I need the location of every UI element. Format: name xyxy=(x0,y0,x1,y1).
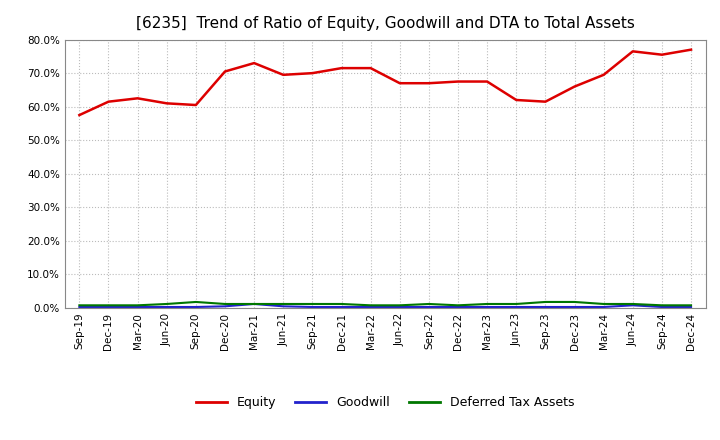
Goodwill xyxy=(133,304,142,310)
Goodwill xyxy=(163,304,171,310)
Line: Goodwill: Goodwill xyxy=(79,304,691,307)
Equity xyxy=(250,60,258,66)
Equity xyxy=(192,103,200,108)
Deferred Tax Assets xyxy=(366,303,375,308)
Equity xyxy=(629,49,637,54)
Goodwill xyxy=(279,304,287,309)
Equity xyxy=(279,72,287,77)
Deferred Tax Assets xyxy=(75,303,84,308)
Deferred Tax Assets xyxy=(279,301,287,307)
Equity xyxy=(75,113,84,118)
Deferred Tax Assets xyxy=(483,301,492,307)
Title: [6235]  Trend of Ratio of Equity, Goodwill and DTA to Total Assets: [6235] Trend of Ratio of Equity, Goodwil… xyxy=(136,16,634,32)
Goodwill xyxy=(687,304,696,310)
Goodwill xyxy=(512,304,521,310)
Goodwill xyxy=(454,304,462,310)
Line: Equity: Equity xyxy=(79,50,691,115)
Goodwill xyxy=(104,304,113,310)
Goodwill xyxy=(250,301,258,307)
Deferred Tax Assets xyxy=(425,301,433,307)
Equity xyxy=(512,97,521,103)
Deferred Tax Assets xyxy=(570,299,579,304)
Goodwill xyxy=(220,304,229,309)
Equity xyxy=(541,99,550,104)
Deferred Tax Assets xyxy=(250,301,258,307)
Equity xyxy=(337,66,346,71)
Deferred Tax Assets xyxy=(599,301,608,307)
Goodwill xyxy=(483,304,492,310)
Equity xyxy=(308,70,317,76)
Goodwill xyxy=(599,304,608,310)
Goodwill xyxy=(337,304,346,310)
Goodwill xyxy=(366,304,375,310)
Goodwill xyxy=(657,304,666,310)
Equity xyxy=(220,69,229,74)
Goodwill xyxy=(425,304,433,310)
Equity xyxy=(454,79,462,84)
Goodwill xyxy=(308,304,317,310)
Equity xyxy=(599,72,608,77)
Equity xyxy=(395,81,404,86)
Goodwill xyxy=(395,304,404,310)
Deferred Tax Assets xyxy=(308,301,317,307)
Equity xyxy=(687,47,696,52)
Equity xyxy=(657,52,666,57)
Goodwill xyxy=(570,304,579,310)
Equity xyxy=(425,81,433,86)
Deferred Tax Assets xyxy=(163,301,171,307)
Goodwill xyxy=(629,303,637,308)
Deferred Tax Assets xyxy=(512,301,521,307)
Goodwill xyxy=(75,304,84,310)
Equity xyxy=(483,79,492,84)
Deferred Tax Assets xyxy=(337,301,346,307)
Deferred Tax Assets xyxy=(104,303,113,308)
Line: Deferred Tax Assets: Deferred Tax Assets xyxy=(79,302,691,305)
Deferred Tax Assets xyxy=(629,301,637,307)
Deferred Tax Assets xyxy=(220,301,229,307)
Equity xyxy=(163,101,171,106)
Legend: Equity, Goodwill, Deferred Tax Assets: Equity, Goodwill, Deferred Tax Assets xyxy=(191,392,580,414)
Deferred Tax Assets xyxy=(454,303,462,308)
Deferred Tax Assets xyxy=(657,303,666,308)
Equity xyxy=(133,95,142,101)
Equity xyxy=(104,99,113,104)
Deferred Tax Assets xyxy=(687,303,696,308)
Goodwill xyxy=(192,304,200,310)
Deferred Tax Assets xyxy=(192,299,200,304)
Goodwill xyxy=(541,304,550,310)
Deferred Tax Assets xyxy=(133,303,142,308)
Deferred Tax Assets xyxy=(541,299,550,304)
Equity xyxy=(366,66,375,71)
Equity xyxy=(570,84,579,89)
Deferred Tax Assets xyxy=(395,303,404,308)
